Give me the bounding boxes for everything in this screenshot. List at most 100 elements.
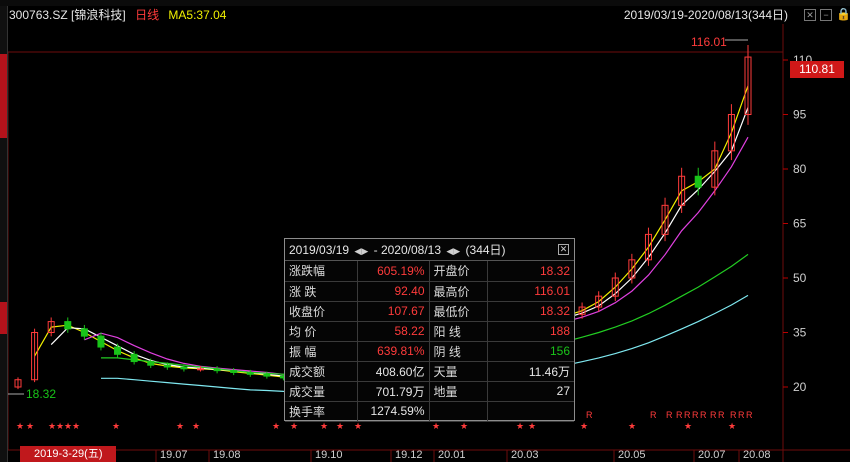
range-start-date: 2019/03/19 — [289, 243, 349, 257]
stats-cell: 116.01 — [487, 281, 574, 301]
time-tick-label: 20.01 — [438, 449, 466, 461]
chart-header: 300763.SZ [锦浪科技] 日线 MA5:37.04 2019/03/19… — [8, 6, 850, 24]
ma5-label: MA5:37.04 — [168, 6, 226, 24]
stats-cell: 地量 — [429, 381, 487, 401]
star-marker: ★ — [64, 421, 72, 431]
stats-cell: 188 — [487, 321, 574, 341]
star-marker: ★ — [72, 421, 80, 431]
stats-row: 均 价 58.22 阳 线 188 — [285, 321, 574, 341]
prev-next-icon[interactable]: ◀▶ — [446, 246, 460, 256]
time-tick-label: 20.08 — [743, 449, 771, 461]
candle-body — [231, 371, 237, 373]
r-marker: R — [692, 410, 699, 420]
prev-next-icon[interactable]: ◀▶ — [354, 246, 368, 256]
time-tick-label: 20.03 — [511, 449, 539, 461]
candle-body — [131, 354, 137, 361]
time-tick-label: 19.08 — [213, 449, 241, 461]
star-marker: ★ — [112, 421, 120, 431]
candle-body — [181, 367, 187, 369]
r-marker: R — [586, 410, 593, 420]
stats-cell: 成交量 — [285, 381, 357, 401]
time-tick-label: 19.10 — [315, 449, 343, 461]
stats-cell: 18.32 — [487, 261, 574, 281]
price-tick-label: 35 — [793, 326, 807, 340]
stats-table: 涨跌幅 605.19% 开盘价 18.32 涨 跌 92.40 最高价 116.01 收盘价 10… — [285, 261, 574, 422]
stats-row: 收盘价 107.67 最低价 18.32 — [285, 301, 574, 321]
left-sidebar[interactable] — [0, 6, 8, 462]
stats-cell: 11.46万 — [487, 361, 574, 381]
candle-body — [115, 347, 121, 354]
stats-cell: 收盘价 — [285, 301, 357, 321]
stats-cell: 27 — [487, 381, 574, 401]
star-marker: ★ — [56, 421, 64, 431]
star-marker: ★ — [192, 421, 200, 431]
star-marker: ★ — [290, 421, 298, 431]
range-end-date: 2020/08/13 — [381, 243, 441, 257]
stats-row: 成交量 701.79万 地量 27 — [285, 381, 574, 401]
candle-body — [148, 362, 154, 366]
close-icon[interactable]: ✕ — [558, 244, 569, 255]
low-price-label: 18.32 — [26, 387, 56, 401]
stats-cell: 107.67 — [357, 301, 429, 321]
candle-body — [81, 329, 87, 336]
stats-cell: 换手率 — [285, 401, 357, 421]
period-label[interactable]: 日线 — [135, 6, 159, 24]
star-marker: ★ — [432, 421, 440, 431]
lock-icon[interactable]: 🔒 — [836, 9, 848, 21]
time-tick-label: 20.05 — [618, 449, 646, 461]
r-marker: R — [700, 410, 707, 420]
candle-body — [264, 374, 270, 376]
star-marker: ★ — [336, 421, 344, 431]
star-marker: ★ — [580, 421, 588, 431]
range-stats-panel[interactable]: 2019/03/19 ◀▶ - 2020/08/13 ◀▶ (344日) ✕ 涨… — [284, 238, 575, 421]
stats-cell: 最高价 — [429, 281, 487, 301]
range-separator: - — [374, 243, 381, 257]
stats-cell: 涨 跌 — [285, 281, 357, 301]
panel-title: 2019/03/19 ◀▶ - 2020/08/13 ◀▶ (344日) ✕ — [285, 239, 574, 261]
stats-cell: 18.32 — [487, 301, 574, 321]
stats-cell: 天量 — [429, 361, 487, 381]
r-marker: R — [746, 410, 753, 420]
stats-cell: 成交额 — [285, 361, 357, 381]
r-marker: R — [676, 410, 683, 420]
price-tick-label: 95 — [793, 108, 807, 122]
star-marker: ★ — [728, 421, 736, 431]
high-price-label: 116.01 — [691, 35, 727, 49]
time-axis-ticks: 19.07 19.08 19.10 19.12 20.01 20.03 20.05 20.07… — [156, 449, 771, 462]
star-marker: ★ — [176, 421, 184, 431]
stats-cell: 涨跌幅 — [285, 261, 357, 281]
star-marker: ★ — [26, 421, 34, 431]
candle-body — [198, 369, 204, 370]
price-tick-label: 50 — [793, 271, 807, 285]
stats-row: 成交额 408.60亿 天量 11.46万 — [285, 361, 574, 381]
settings-icon[interactable]: ✕ — [804, 9, 816, 21]
time-tick-label: 19.07 — [160, 449, 188, 461]
stats-cell: 最低价 — [429, 301, 487, 321]
star-marker: ★ — [460, 421, 468, 431]
cursor-date-tag: 2019-3-29(五) — [20, 446, 116, 462]
stats-cell — [487, 401, 574, 421]
time-tick-label: 20.07 — [698, 449, 726, 461]
minus-icon[interactable]: − — [820, 9, 832, 21]
stock-code[interactable]: 300763.SZ [锦浪科技] — [9, 6, 126, 24]
candle-body — [695, 176, 701, 187]
stats-row: 换手率 1274.59% — [285, 401, 574, 421]
stats-cell: 阴 线 — [429, 341, 487, 361]
stats-cell: 639.81% — [357, 341, 429, 361]
stats-row: 振 幅 639.81% 阴 线 156 — [285, 341, 574, 361]
stats-cell: 58.22 — [357, 321, 429, 341]
star-marker: ★ — [320, 421, 328, 431]
stats-cell: 408.60亿 — [357, 361, 429, 381]
stats-cell — [429, 401, 487, 421]
r-marker: R — [684, 410, 691, 420]
candle-body — [214, 369, 220, 371]
left-tab-active[interactable] — [0, 54, 7, 138]
price-tick-label: 20 — [793, 380, 807, 394]
stats-cell: 92.40 — [357, 281, 429, 301]
r-marker: R — [710, 410, 717, 420]
stats-cell: 阳 线 — [429, 321, 487, 341]
stats-cell: 振 幅 — [285, 341, 357, 361]
candle-body — [98, 336, 104, 347]
left-tab-marker[interactable] — [0, 302, 7, 334]
